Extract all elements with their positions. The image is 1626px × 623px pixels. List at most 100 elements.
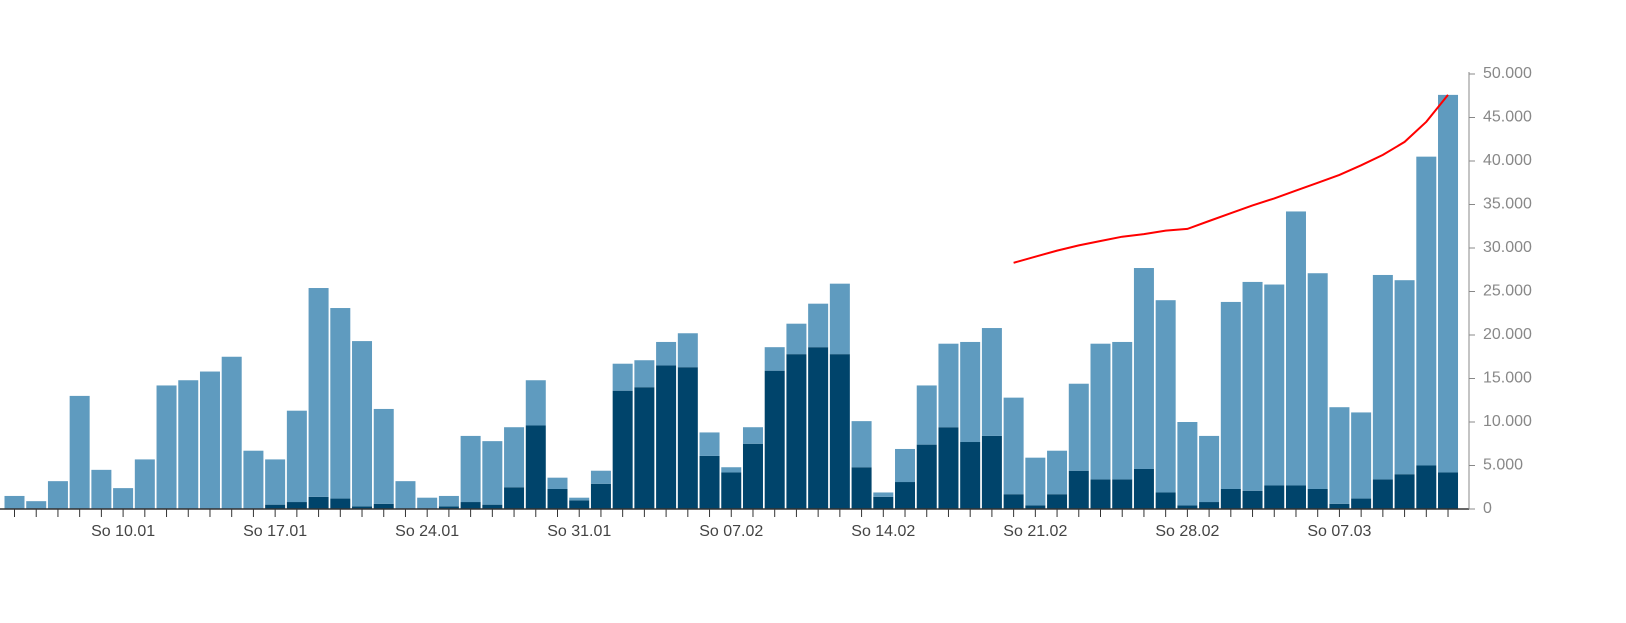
bar-segment — [764, 370, 785, 509]
bar-segment — [460, 502, 481, 509]
bar-segment — [656, 365, 677, 509]
bar-segment — [1177, 505, 1198, 509]
bar-segment — [482, 504, 503, 509]
bar-segment — [286, 502, 307, 509]
bar-segment — [417, 497, 438, 509]
y-tick-label: 45.000 — [1483, 109, 1532, 126]
x-tick-label: So 14.02 — [851, 523, 915, 540]
bar-segment — [895, 482, 916, 509]
bar-segment — [851, 421, 872, 468]
bar-segment — [1199, 502, 1220, 509]
bar-segment — [1264, 485, 1285, 509]
bar-segment — [721, 472, 742, 509]
bar-segment — [308, 288, 329, 497]
y-tick-label: 15.000 — [1483, 370, 1532, 387]
bar-segment — [1155, 300, 1176, 493]
bar-segment — [547, 488, 568, 509]
bar-segment — [113, 488, 134, 509]
bar-segment — [851, 467, 872, 509]
bar-segment — [1068, 470, 1089, 509]
bar-segment — [1351, 412, 1372, 499]
bar-segment — [829, 354, 850, 509]
y-tick-label: 35.000 — [1483, 196, 1532, 213]
x-tick-label: So 24.01 — [395, 523, 459, 540]
bar-segment — [1047, 494, 1068, 509]
bar-segment — [1220, 488, 1241, 509]
bar-segment — [960, 341, 981, 443]
bar-segment — [243, 450, 264, 509]
bar-segment — [438, 506, 459, 509]
bar-segment — [265, 459, 286, 505]
bar-segment — [438, 495, 459, 507]
bar-segment — [1199, 435, 1220, 503]
bar-segment — [938, 427, 959, 509]
bar-segment — [1242, 281, 1263, 491]
bar-segment — [178, 380, 199, 509]
bar-segment — [221, 356, 242, 509]
x-tick-label: So 28.02 — [1155, 523, 1219, 540]
bar-segment — [1264, 284, 1285, 486]
bar-segment — [1438, 94, 1459, 473]
bar-segment — [916, 385, 937, 445]
bar-segment — [764, 347, 785, 371]
bar-segment — [699, 432, 720, 456]
bar-segment — [786, 354, 807, 509]
bar-segment — [134, 459, 155, 509]
bar-segment — [1351, 498, 1372, 509]
y-tick-label: 5.000 — [1483, 457, 1523, 474]
bar-segment — [590, 483, 611, 509]
bar-segment — [981, 328, 1002, 436]
bar-segment — [547, 477, 568, 489]
bar-segment — [742, 443, 763, 509]
bar-segment — [808, 303, 829, 348]
bar-segment — [1025, 505, 1046, 509]
bar-segment — [656, 341, 677, 366]
bar-segment — [26, 501, 47, 509]
bar-segment — [1090, 479, 1111, 509]
bar-segment — [1025, 457, 1046, 506]
bar-segment — [199, 371, 220, 509]
bar-segment — [677, 367, 698, 509]
bar-segment — [1068, 383, 1089, 471]
x-tick-label: So 07.03 — [1307, 523, 1371, 540]
bar-segment — [1242, 490, 1263, 509]
bar-segment — [4, 495, 25, 509]
bar-segment — [742, 427, 763, 444]
bar-segment — [677, 333, 698, 368]
bar-segment — [1416, 465, 1437, 509]
bar-segment — [1177, 422, 1198, 506]
bar-segment — [699, 455, 720, 509]
y-tick-label: 25.000 — [1483, 283, 1532, 300]
bar-segment — [1394, 280, 1415, 475]
bar-segment — [1307, 273, 1328, 489]
x-tick-label: So 07.02 — [699, 523, 763, 540]
bar-segment — [504, 427, 525, 488]
bar-segment — [47, 481, 68, 509]
bar-segment — [1416, 156, 1437, 466]
bar-segment — [525, 425, 546, 509]
bar-segment — [612, 390, 633, 509]
bar-segment — [504, 487, 525, 509]
bar-segment — [1394, 474, 1415, 509]
bar-segment — [91, 469, 112, 509]
bar-segment — [330, 498, 351, 509]
bar-segment — [873, 492, 894, 497]
y-tick-label: 40.000 — [1483, 152, 1532, 169]
bar-segment — [1090, 343, 1111, 480]
bar-segment — [1438, 472, 1459, 509]
x-tick-label: So 10.01 — [91, 523, 155, 540]
x-tick-label: So 21.02 — [1003, 523, 1067, 540]
bar-segment — [1112, 479, 1133, 509]
y-tick-label: 10.000 — [1483, 413, 1532, 430]
bar-segment — [1112, 341, 1133, 480]
bar-segment — [265, 504, 286, 509]
bar-segment — [1003, 397, 1024, 495]
bar-segment — [1155, 492, 1176, 509]
bar-segment — [1285, 485, 1306, 509]
x-tick-label: So 17.01 — [243, 523, 307, 540]
bar-segment — [1220, 301, 1241, 489]
bar-segment — [786, 323, 807, 355]
bar-segment — [873, 496, 894, 509]
trend-line — [1013, 94, 1449, 264]
